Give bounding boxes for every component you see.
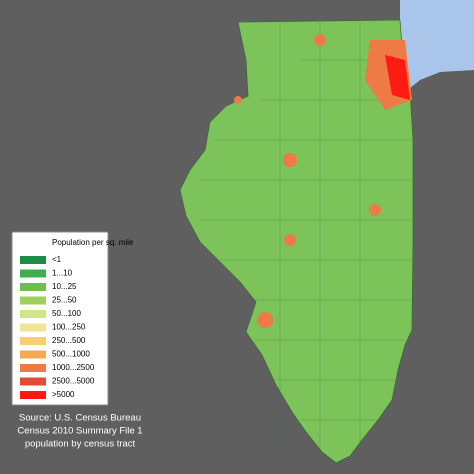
legend-label: >5000 xyxy=(52,390,75,399)
east-st-louis xyxy=(257,312,273,328)
legend-label: 25...50 xyxy=(52,296,77,305)
county-lines xyxy=(200,22,412,460)
legend-swatch xyxy=(20,337,46,345)
legend-label: 10...25 xyxy=(52,282,77,291)
legend-swatch xyxy=(20,391,46,399)
source-line: Census 2010 Summary File 1 xyxy=(17,426,142,437)
legend-items: <1 1...10 10...25 25...50 50...100 100...250 2… xyxy=(20,255,95,399)
chicago xyxy=(385,55,410,100)
illinois xyxy=(179,19,414,464)
legend-label: <1 xyxy=(52,255,62,264)
peoria xyxy=(283,153,297,167)
legend-label: 1...10 xyxy=(52,269,73,278)
legend-swatch xyxy=(20,296,46,305)
legend-swatch xyxy=(20,269,46,278)
source-line: Source: U.S. Census Bureau xyxy=(19,413,141,424)
lake-michigan xyxy=(400,0,474,88)
legend-label: 50...100 xyxy=(52,309,81,318)
legend-swatch xyxy=(20,364,46,372)
legend-swatch xyxy=(20,323,46,332)
legend-swatch xyxy=(20,377,46,386)
legend-swatch xyxy=(20,256,46,264)
legend-swatch xyxy=(20,350,46,359)
champaign xyxy=(369,204,381,216)
source-line: population by census tract xyxy=(25,439,136,450)
legend-swatch xyxy=(20,310,46,318)
springfield xyxy=(284,234,296,246)
legend-label: 500...1000 xyxy=(52,350,90,359)
legend-title: Population per sq. mile xyxy=(52,238,134,247)
rockford xyxy=(314,34,326,46)
legend-label: 1000...2500 xyxy=(52,363,95,372)
quad-cities xyxy=(234,96,242,104)
legend-label: 2500...5000 xyxy=(52,377,95,386)
legend-swatch xyxy=(20,283,46,291)
legend-label: 100...250 xyxy=(52,323,86,332)
legend-label: 250...500 xyxy=(52,336,86,345)
urban-areas xyxy=(234,34,412,328)
source: Source: U.S. Census Bureau Census 2010 Su… xyxy=(17,413,142,450)
